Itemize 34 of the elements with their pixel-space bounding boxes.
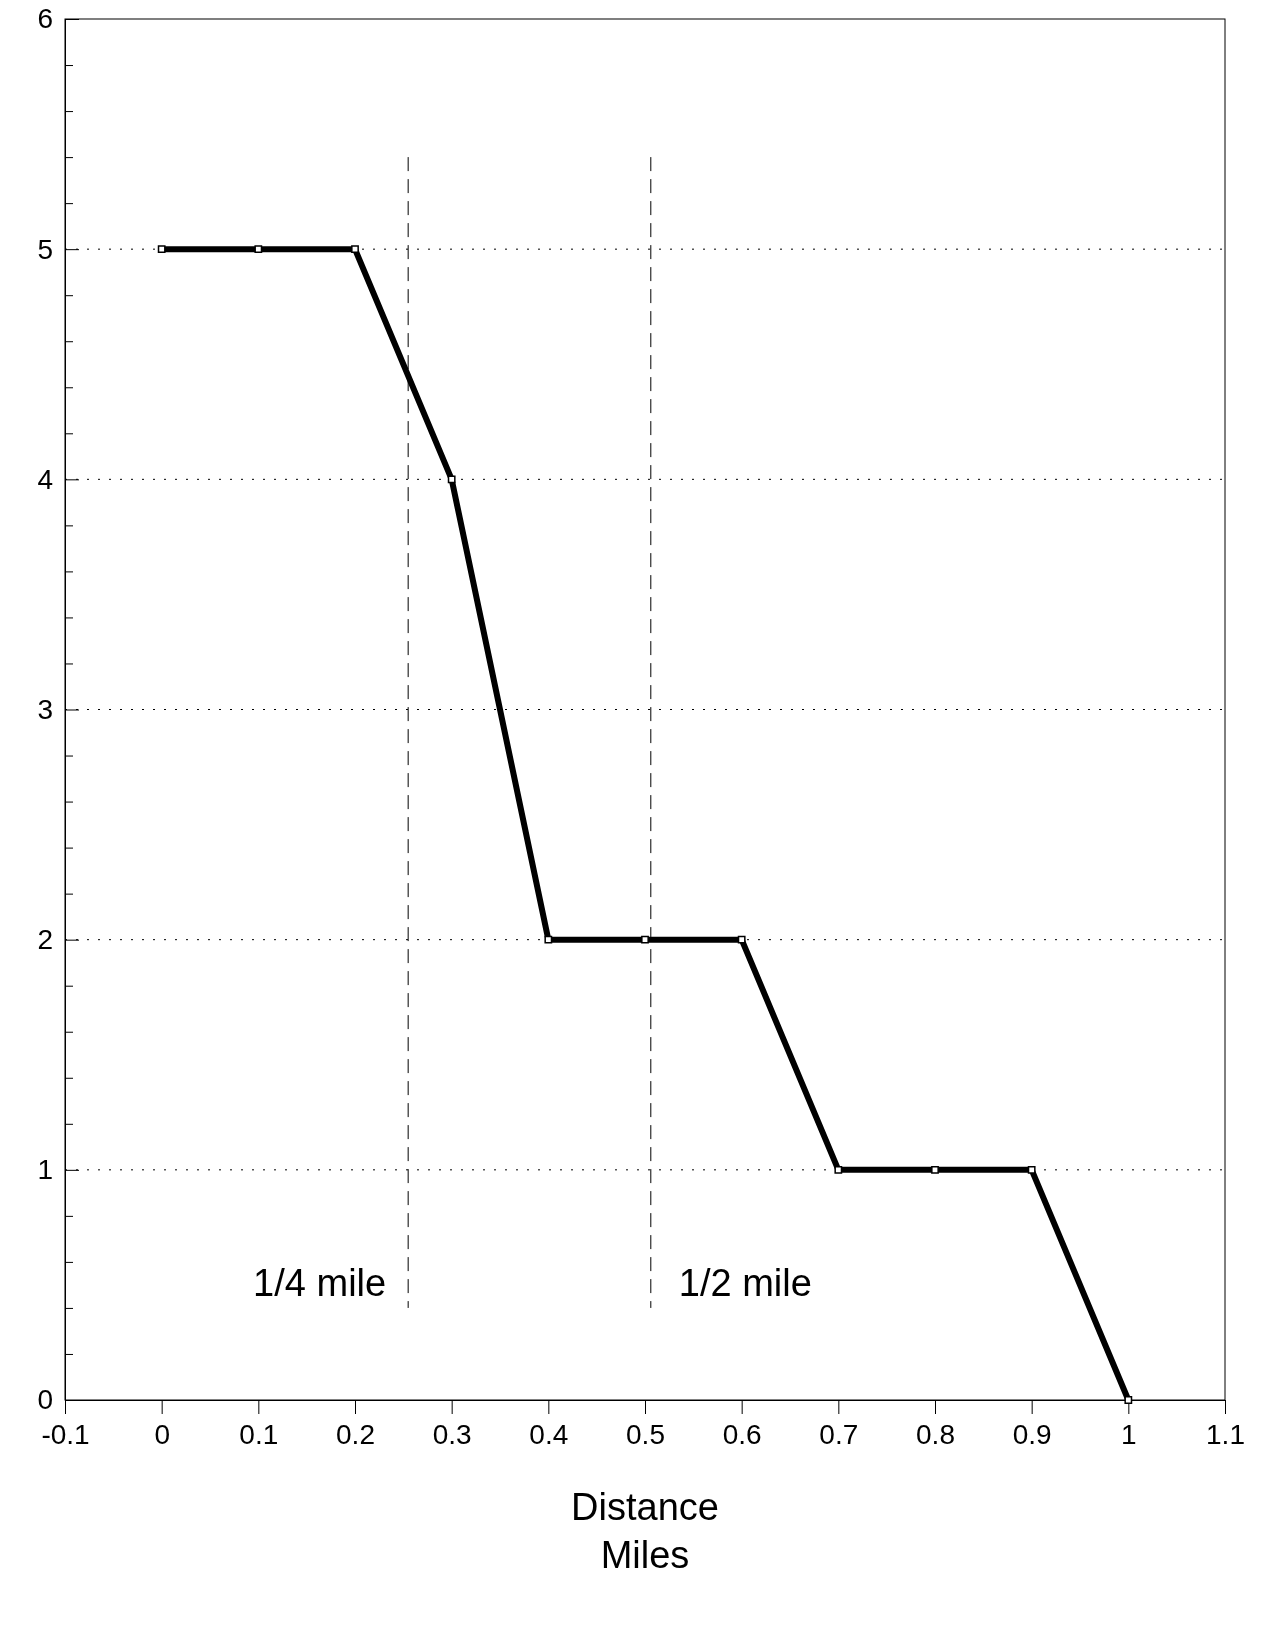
x-tick-label: 0.7 bbox=[819, 1418, 859, 1450]
ref-line-label: 1/4 mile bbox=[253, 1262, 387, 1305]
y-tick-label: 2 bbox=[37, 924, 53, 956]
point bbox=[157, 245, 166, 254]
point bbox=[254, 245, 263, 254]
y-tick-label: 6 bbox=[37, 3, 53, 35]
x-tick-label: 1.1 bbox=[1206, 1418, 1245, 1450]
y-tick-label: 3 bbox=[37, 693, 53, 725]
point bbox=[737, 935, 746, 944]
y-tick-label: 1 bbox=[37, 1154, 53, 1186]
point bbox=[544, 935, 553, 944]
ref-line-label: 1/2 mile bbox=[678, 1262, 812, 1305]
y-tick-label: 4 bbox=[37, 463, 53, 495]
point bbox=[351, 245, 359, 254]
x-tick-label: 0.3 bbox=[432, 1418, 472, 1450]
x-tick-label: 0.6 bbox=[722, 1418, 762, 1450]
x-tick-label: 1 bbox=[1121, 1418, 1137, 1450]
x-tick-label: 0.1 bbox=[239, 1418, 279, 1450]
point bbox=[1027, 1165, 1036, 1174]
x-tick-label: 0.5 bbox=[626, 1418, 665, 1450]
x-tick-label: -0.1 bbox=[41, 1418, 90, 1450]
point bbox=[447, 475, 456, 484]
point bbox=[1124, 1396, 1133, 1404]
x-tick-label: 0.4 bbox=[529, 1418, 569, 1450]
x-tick-label: 0.8 bbox=[916, 1418, 955, 1450]
x-axis-title: Distance Miles bbox=[571, 1486, 719, 1576]
point bbox=[931, 1165, 939, 1174]
point bbox=[834, 1165, 843, 1174]
x-tick-label: 0 bbox=[154, 1418, 170, 1450]
x-tick-label: 0.9 bbox=[1012, 1418, 1052, 1450]
y-tick-label: 0 bbox=[37, 1384, 53, 1416]
point bbox=[641, 935, 649, 944]
y-tick-label: 5 bbox=[37, 233, 53, 265]
x-tick-label: 0.2 bbox=[336, 1418, 375, 1450]
